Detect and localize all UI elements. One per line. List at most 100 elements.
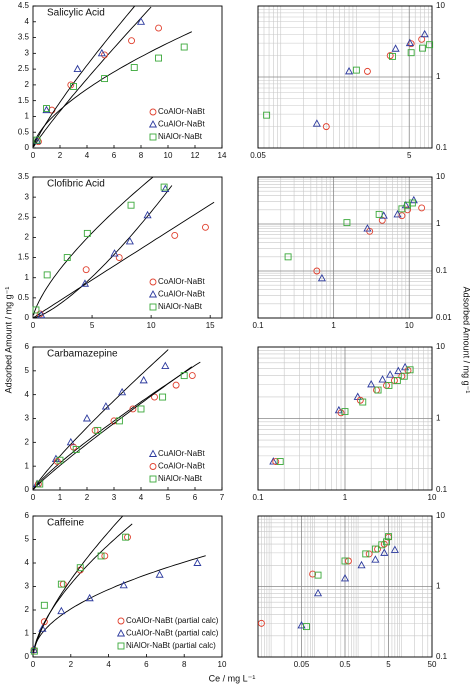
marker: [76, 564, 84, 572]
marker: [149, 463, 157, 470]
marker: [116, 629, 126, 637]
legend-label: NiAlOr-NaBt (partial calc): [126, 641, 216, 650]
x-tick-label: 10: [218, 660, 227, 669]
x-tick-label: 10: [147, 321, 156, 330]
marker: [263, 111, 271, 119]
x-tick-label: 1: [331, 321, 336, 330]
marker: [322, 123, 330, 131]
x-tick-label: 6: [193, 493, 198, 502]
marker: [426, 41, 434, 49]
y-tick-label: 4: [25, 17, 30, 26]
marker: [101, 552, 109, 560]
marker: [398, 212, 406, 220]
marker: [303, 623, 310, 631]
marker: [272, 458, 280, 465]
y-tick-label: 10: [436, 511, 445, 520]
marker: [43, 105, 50, 113]
y-tick-label: 1.5: [18, 96, 30, 105]
marker: [380, 540, 388, 548]
panel: 0 2 4 6 8 10 0 1 2 3 4 5 6 Caffeine CoAlOr-NaBt (parti…: [25, 511, 227, 669]
legend-label: CuAlOr-NaBt: [158, 120, 205, 129]
marker: [378, 375, 387, 383]
x-tick-label: 5: [407, 151, 412, 160]
y-tick-label: 0: [25, 313, 30, 322]
y-tick-label: 0.5: [18, 127, 30, 136]
marker: [363, 67, 371, 75]
marker: [57, 606, 66, 615]
x-tick-label: 5: [386, 660, 391, 669]
panel: 0.05 5 0.1 1 10: [250, 1, 447, 160]
marker: [373, 386, 380, 394]
marker: [149, 475, 157, 483]
y-tick-label: 3.5: [18, 172, 30, 181]
marker: [317, 273, 326, 282]
y-tick-label: 4: [25, 558, 30, 567]
y2-axis-label: Adsorbed Amount / mg g⁻¹: [462, 287, 472, 394]
plot-frame: [32, 515, 223, 658]
x-tick-label: 0.5: [339, 660, 351, 669]
marker: [149, 303, 157, 311]
marker: [124, 533, 131, 541]
marker: [393, 209, 402, 218]
marker: [419, 44, 427, 52]
marker: [85, 593, 94, 602]
y-tick-label: 0: [25, 485, 30, 494]
y-tick-label: 10: [436, 172, 445, 181]
marker: [340, 574, 350, 582]
legend-label: CuAlOr-NaBt (partial calc): [126, 629, 219, 638]
marker: [161, 361, 170, 370]
x-tick-label: 0.1: [252, 321, 264, 330]
marker: [337, 409, 345, 417]
fit-curve: [33, 515, 123, 653]
fit-curve: [33, 185, 173, 319]
marker: [193, 558, 202, 566]
marker: [129, 405, 137, 413]
panel-title: Carbamazepine: [47, 349, 118, 360]
marker: [257, 619, 265, 627]
marker: [128, 37, 136, 45]
marker: [32, 306, 40, 314]
marker: [386, 52, 394, 60]
marker: [57, 580, 65, 588]
y-tick-label: 0.5: [18, 293, 30, 302]
y-tick-label: 3.5: [18, 33, 30, 42]
legend-label: CuAlOr-NaBt: [158, 290, 205, 299]
marker: [115, 417, 123, 425]
marker: [404, 201, 412, 209]
marker: [117, 617, 125, 625]
x-tick-label: 10: [164, 151, 173, 160]
marker: [408, 199, 416, 207]
plot-frame: [257, 176, 433, 319]
marker: [37, 310, 46, 319]
y-tick-label: 10: [436, 1, 445, 10]
x-tick-label: 4: [85, 151, 90, 160]
marker: [284, 253, 292, 261]
fit-curve: [33, 523, 133, 652]
marker: [97, 48, 106, 57]
panel-title: Salicylic Acid: [47, 8, 105, 19]
marker: [161, 184, 170, 193]
marker: [374, 545, 381, 553]
marker: [180, 43, 188, 51]
panel: 0 1 2 3 4 5 6 7 0 1 2 3 4 5 6 Carbamazepine CuAlOr-NaBt C…: [25, 342, 225, 502]
marker: [73, 64, 82, 73]
marker: [386, 370, 395, 378]
marker: [398, 372, 406, 380]
fit-curve: [33, 349, 169, 490]
marker: [63, 254, 71, 262]
marker: [312, 119, 321, 127]
y-tick-label: 1: [25, 273, 30, 282]
y-tick-label: 1: [436, 414, 441, 423]
marker: [390, 545, 399, 553]
y-tick-label: 4: [25, 390, 30, 399]
x-tick-label: 0: [31, 493, 36, 502]
x-tick-label: 5: [90, 321, 95, 330]
x-tick-label: 10: [428, 493, 437, 502]
marker: [363, 224, 372, 232]
x-tick-label: 8: [182, 660, 187, 669]
marker: [155, 24, 163, 32]
marker: [391, 44, 400, 52]
marker: [359, 398, 367, 406]
legend-label: CoAlOr-NaBt: [158, 107, 205, 116]
